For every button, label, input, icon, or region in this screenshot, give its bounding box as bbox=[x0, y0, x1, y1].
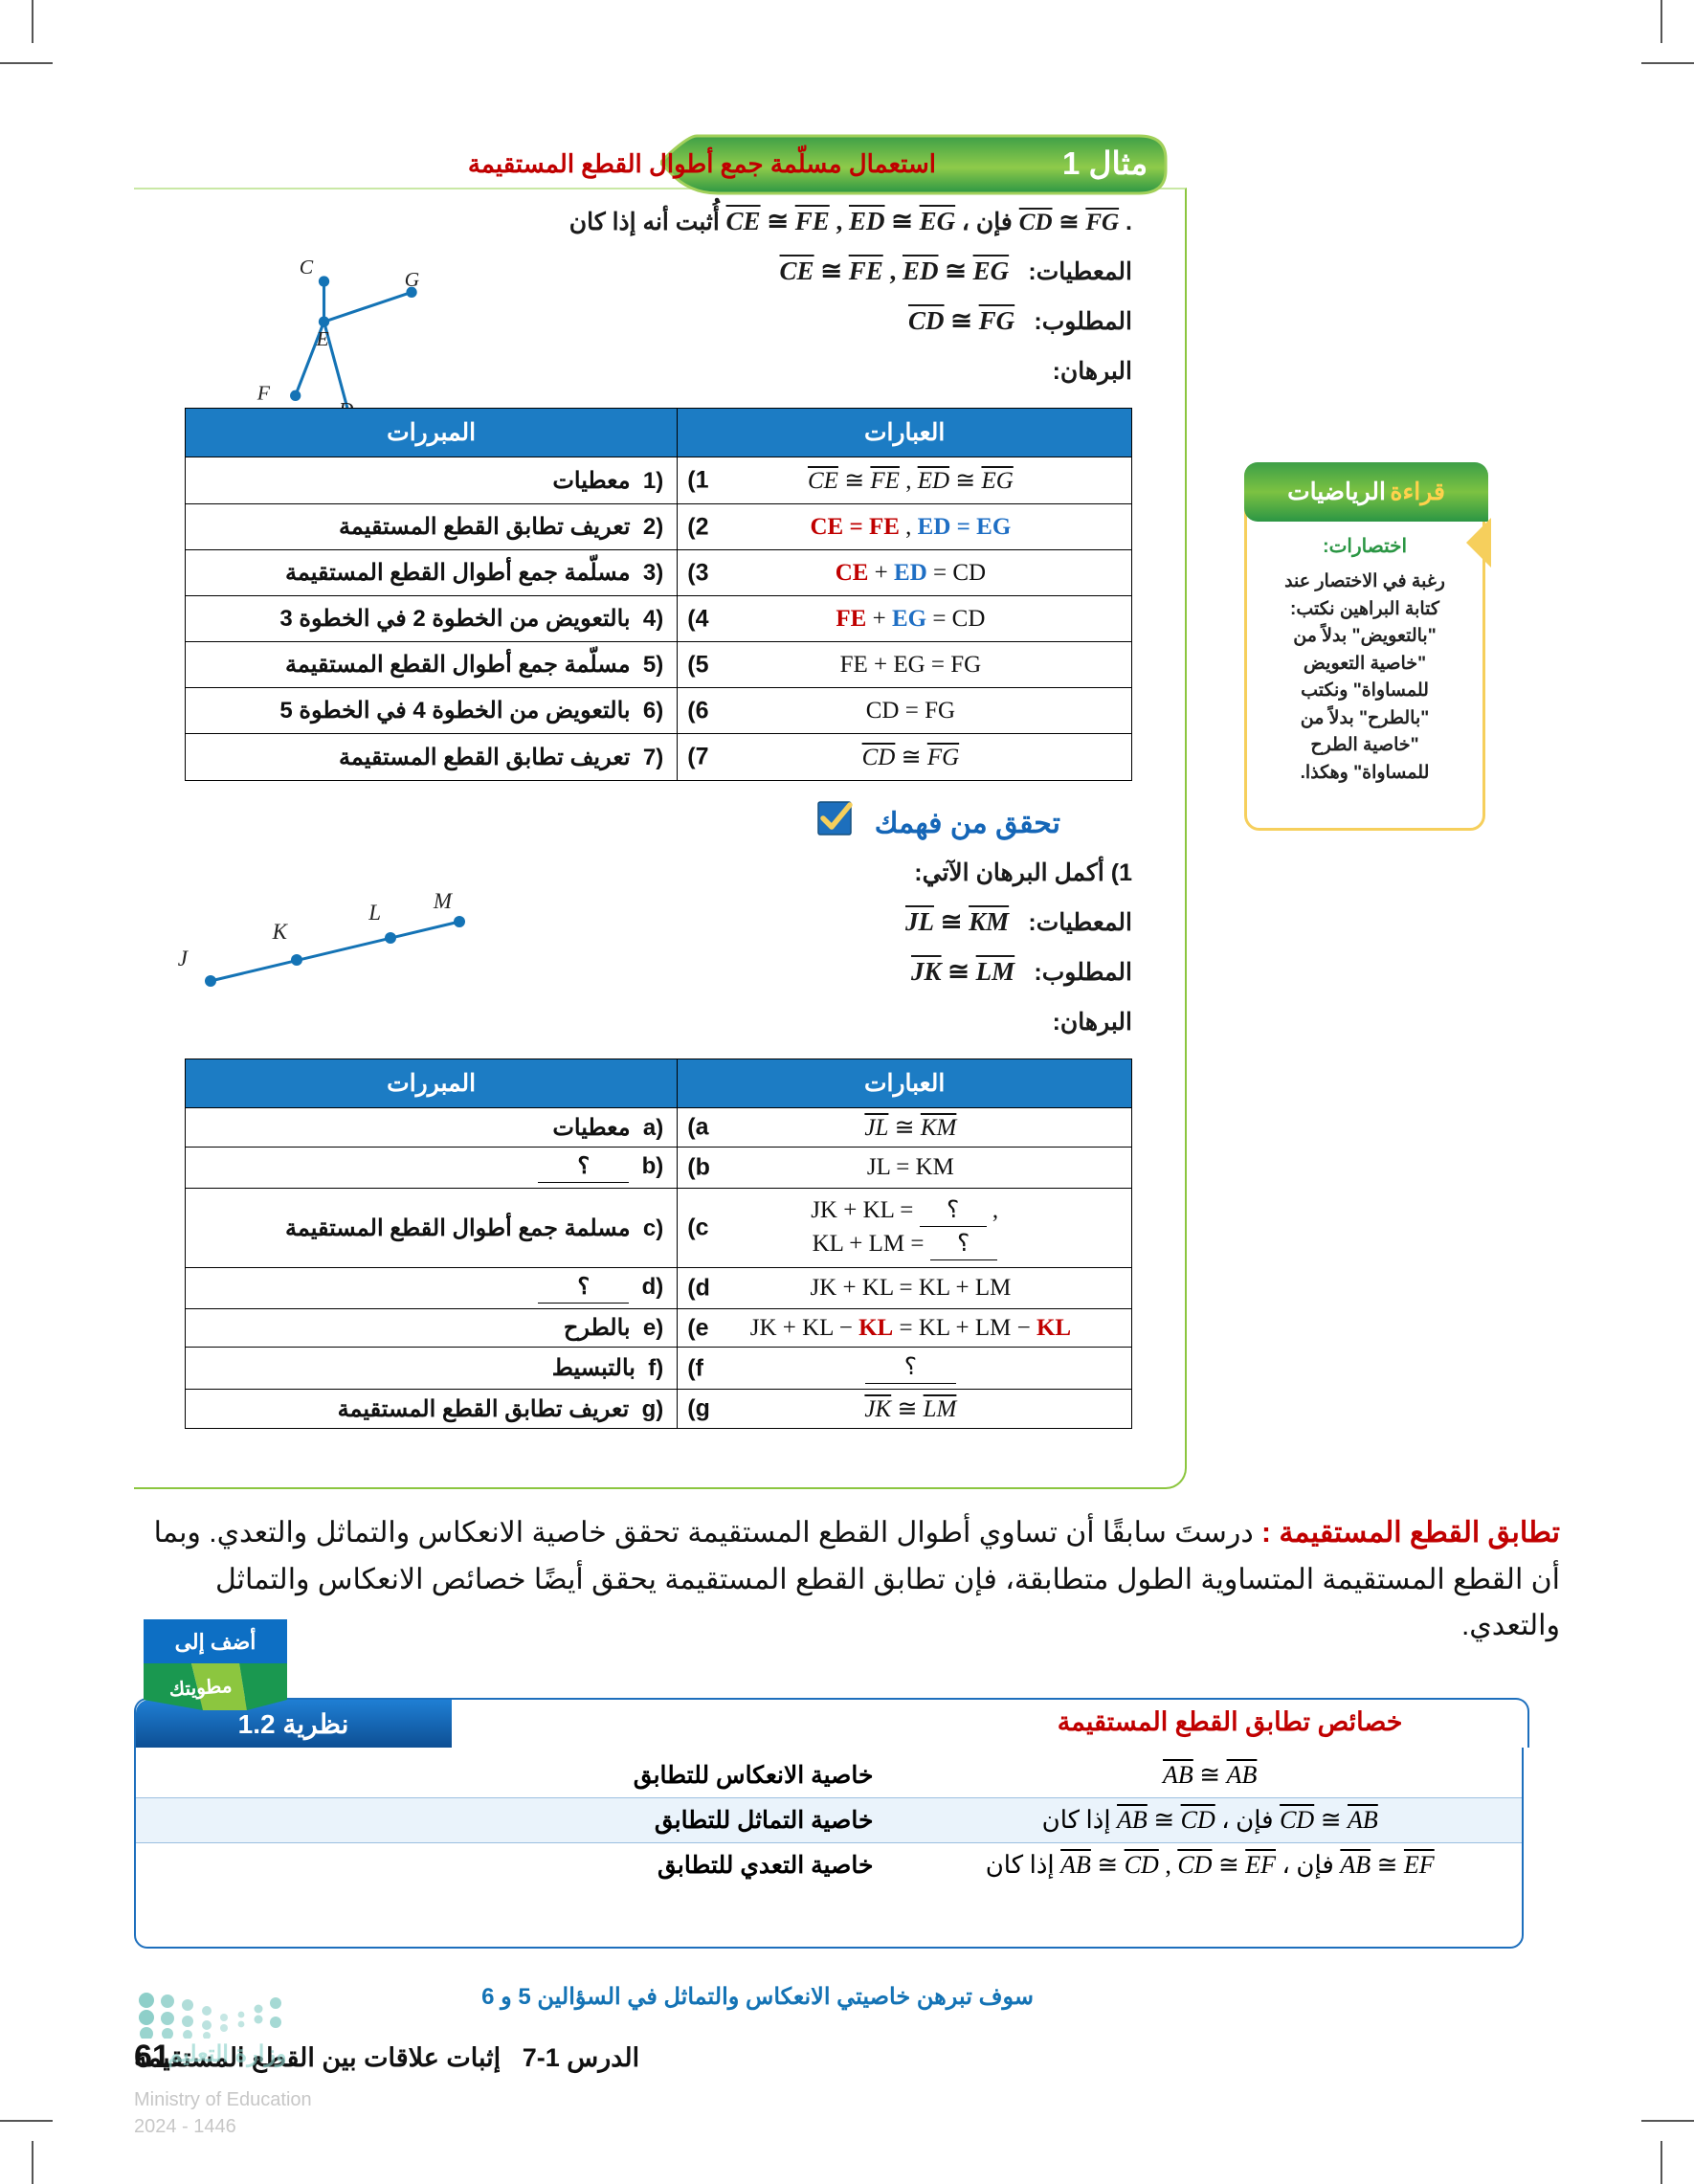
svg-text:C: C bbox=[300, 256, 314, 279]
svg-text:أضف إلى: أضف إلى bbox=[174, 1627, 256, 1656]
svg-text:E: E bbox=[315, 327, 328, 350]
svg-text:مثال 1: مثال 1 bbox=[1062, 145, 1148, 181]
svg-text:J: J bbox=[178, 947, 189, 970]
svg-text:F: F bbox=[256, 381, 271, 404]
svg-text:L: L bbox=[368, 901, 381, 925]
svg-text:K: K bbox=[272, 920, 289, 944]
svg-text:G: G bbox=[405, 268, 420, 291]
